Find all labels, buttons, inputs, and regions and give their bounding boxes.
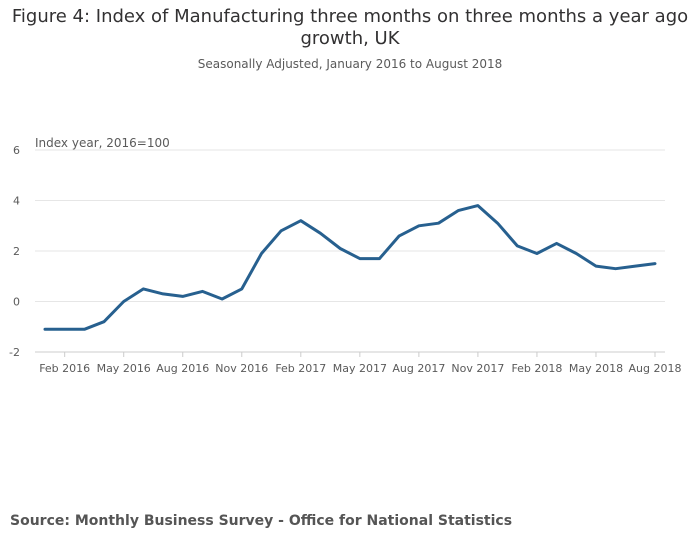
y-tick-label: 4	[13, 195, 20, 208]
y-tick-label: 0	[13, 296, 20, 309]
source-note: Source: Monthly Business Survey - Office…	[10, 513, 513, 529]
y-tick-label: -2	[9, 346, 20, 359]
y-tick-label: 6	[13, 144, 20, 157]
x-tick-label: Aug 2017	[392, 362, 445, 375]
y-tick-label: 2	[13, 245, 20, 258]
chart-title-line-1: Figure 4: Index of Manufacturing three m…	[11, 6, 689, 27]
x-tick-label: Feb 2016	[39, 362, 90, 375]
x-tick-label: Aug 2016	[156, 362, 209, 375]
x-tick-label: May 2016	[97, 362, 151, 375]
x-tick-label: Feb 2017	[275, 362, 326, 375]
chart-title-line-2: growth, UK	[300, 28, 400, 49]
chart-subtitle: Seasonally Adjusted, January 2016 to Aug…	[197, 57, 503, 71]
x-tick-label: Feb 2018	[511, 362, 562, 375]
x-tick-label: Nov 2016	[215, 362, 268, 375]
x-tick-label: Nov 2017	[451, 362, 504, 375]
x-tick-label: May 2018	[569, 362, 623, 375]
x-tick-label: Aug 2018	[629, 362, 682, 375]
x-tick-label: May 2017	[333, 362, 387, 375]
chart-title: Figure 4: Index of Manufacturing three m…	[0, 6, 700, 50]
y-axis-label: Index year, 2016=100	[35, 136, 170, 150]
series-line	[43, 204, 657, 331]
